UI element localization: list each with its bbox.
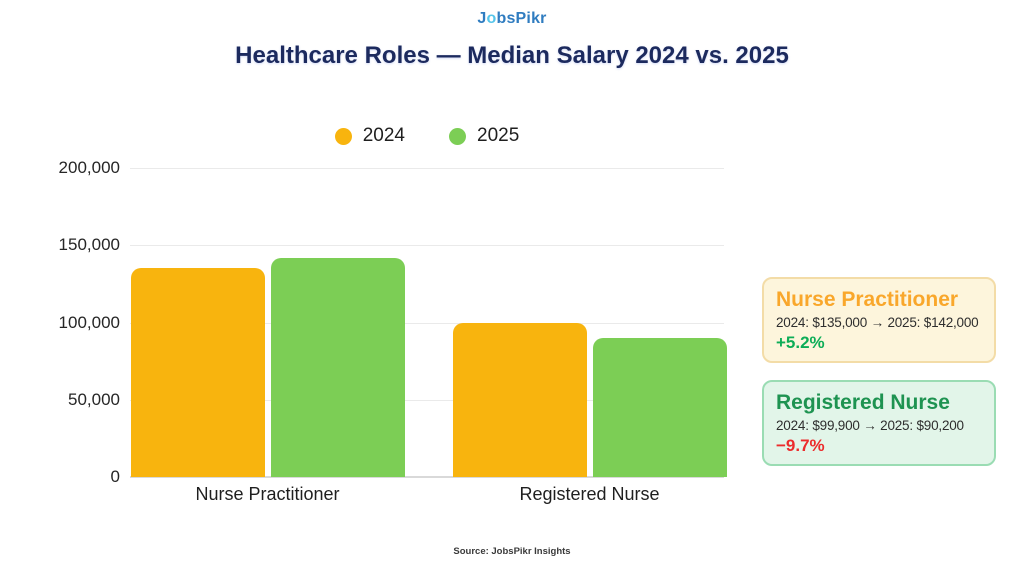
bar-2024-nurse-practitioner — [130, 268, 265, 477]
y-tick-label-100,000: 100,000 — [58, 312, 120, 332]
y-tick-label-50,000: 50,000 — [68, 389, 120, 409]
logo-o-icon: o — [486, 10, 497, 27]
bar-2024-registered-nurse — [452, 323, 587, 477]
y-tick-label-0: 0 — [110, 467, 120, 486]
annotation-delta: +5.2% — [776, 333, 825, 353]
legend-dot-2025-icon — [449, 127, 466, 145]
legend-item-2025: 2025 — [449, 125, 519, 147]
legend-label-2025: 2025 — [477, 125, 520, 146]
annotation-title: Nurse Practitioner — [776, 288, 959, 311]
legend-dot-2024-icon — [334, 127, 352, 145]
annotation-values: 2024: $99,900 → 2025: $90,200 — [776, 418, 964, 434]
source-caption: Source: JobsPikr Insights — [453, 546, 571, 557]
gridline-150,000 — [130, 245, 724, 247]
logo-text-part2: bsPikr — [496, 10, 547, 27]
jobspikr-logo: JobsPikr — [0, 10, 1024, 28]
annotation-delta: −9.7% — [776, 436, 825, 456]
logo-text-part1: J — [477, 10, 487, 27]
annotation-card-registered-nurse: Registered Nurse 2024: $99,900 → 2025: $… — [762, 380, 996, 467]
chart-legend: 2024 2025 — [130, 121, 724, 151]
y-tick-label-150,000: 150,000 — [58, 235, 120, 255]
gridline-100,000 — [130, 322, 724, 324]
annotation-card-nurse-practitioner: Nurse Practitioner 2024: $135,000 → 2025… — [762, 277, 996, 364]
page-title: Healthcare Roles — Median Salary 2024 vs… — [235, 42, 789, 69]
gridline-200,000 — [130, 168, 724, 169]
x-axis-label-nurse-practitioner: Nurse Practitioner — [195, 484, 340, 504]
annotation-values: 2024: $135,000 → 2025: $142,000 — [776, 315, 979, 331]
legend-item-2024: 2024 — [334, 125, 405, 147]
gridline-50,000 — [130, 399, 724, 401]
bar-2025-registered-nurse — [592, 338, 727, 477]
y-tick-label-200,000: 200,000 — [58, 158, 120, 177]
annotation-title: Registered Nurse — [776, 391, 950, 414]
x-axis-label-registered-nurse: Registered Nurse — [519, 484, 660, 504]
bar-2025-nurse-practitioner — [270, 258, 405, 477]
legend-label-2024: 2024 — [362, 125, 405, 146]
x-axis-line — [130, 476, 724, 478]
